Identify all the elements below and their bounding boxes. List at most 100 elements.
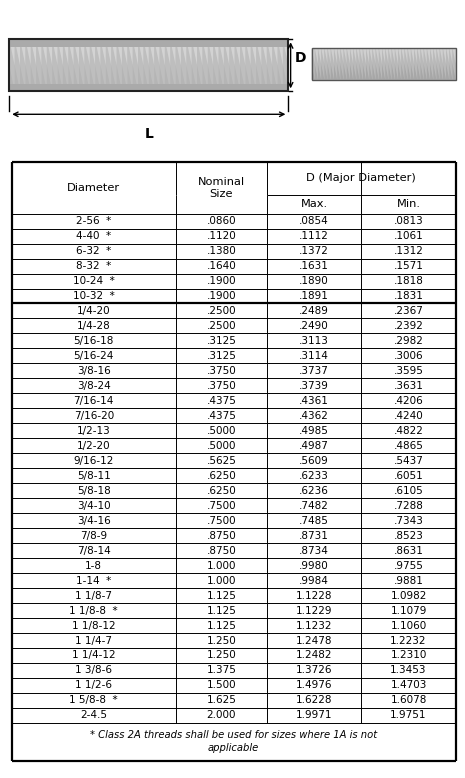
Text: .4987: .4987 xyxy=(299,441,329,450)
Text: .1631: .1631 xyxy=(299,261,329,271)
Polygon shape xyxy=(315,48,318,79)
Bar xyxy=(9,40,288,91)
Polygon shape xyxy=(356,48,359,79)
Text: 1/2-20: 1/2-20 xyxy=(77,441,111,450)
Polygon shape xyxy=(321,48,325,79)
Polygon shape xyxy=(170,40,176,91)
Text: 3/4-16: 3/4-16 xyxy=(77,516,111,526)
Polygon shape xyxy=(106,40,111,91)
Polygon shape xyxy=(127,40,133,91)
Text: .1640: .1640 xyxy=(206,261,236,271)
Text: 1.1228: 1.1228 xyxy=(296,591,332,601)
Text: 1.9751: 1.9751 xyxy=(390,710,427,720)
Text: .6236: .6236 xyxy=(299,485,329,496)
Text: .4206: .4206 xyxy=(394,396,424,406)
Polygon shape xyxy=(424,48,427,79)
Text: 1 3/8-6: 1 3/8-6 xyxy=(75,665,112,675)
Polygon shape xyxy=(63,40,68,91)
Text: .1372: .1372 xyxy=(299,246,329,256)
Text: 1.375: 1.375 xyxy=(206,665,236,675)
Polygon shape xyxy=(318,48,321,79)
Polygon shape xyxy=(26,40,31,91)
Polygon shape xyxy=(278,40,283,91)
Polygon shape xyxy=(95,40,100,91)
Polygon shape xyxy=(334,48,337,79)
Text: 1.3726: 1.3726 xyxy=(296,665,332,675)
Polygon shape xyxy=(278,40,283,91)
Polygon shape xyxy=(312,48,315,79)
Polygon shape xyxy=(272,40,278,91)
Polygon shape xyxy=(433,48,437,79)
Polygon shape xyxy=(272,40,278,91)
Polygon shape xyxy=(73,40,79,91)
Polygon shape xyxy=(240,40,246,91)
Polygon shape xyxy=(376,48,379,79)
Polygon shape xyxy=(337,48,340,79)
Text: 1-14  *: 1-14 * xyxy=(76,576,112,586)
Text: .3739: .3739 xyxy=(299,381,329,391)
Polygon shape xyxy=(63,40,68,91)
Polygon shape xyxy=(192,40,197,91)
Text: 8-32  *: 8-32 * xyxy=(76,261,112,271)
Polygon shape xyxy=(181,40,186,91)
Text: .5000: .5000 xyxy=(207,441,236,450)
Polygon shape xyxy=(446,48,449,79)
Polygon shape xyxy=(85,40,90,91)
Bar xyxy=(9,84,288,91)
Text: 5/16-18: 5/16-18 xyxy=(73,336,114,346)
Text: .5609: .5609 xyxy=(299,456,329,466)
Polygon shape xyxy=(100,40,106,91)
Text: 1.125: 1.125 xyxy=(206,591,236,601)
Text: 1.2232: 1.2232 xyxy=(390,636,427,646)
Polygon shape xyxy=(347,48,350,79)
Polygon shape xyxy=(382,48,385,79)
Text: .3114: .3114 xyxy=(299,351,329,361)
Text: .3113: .3113 xyxy=(299,336,329,346)
Polygon shape xyxy=(261,40,267,91)
Polygon shape xyxy=(452,48,456,79)
Polygon shape xyxy=(197,40,202,91)
Text: .0813: .0813 xyxy=(394,216,424,226)
Polygon shape xyxy=(318,48,321,79)
Polygon shape xyxy=(127,40,133,91)
Text: .8750: .8750 xyxy=(206,531,236,541)
Polygon shape xyxy=(79,40,85,91)
Text: .1890: .1890 xyxy=(299,276,329,286)
Polygon shape xyxy=(251,40,256,91)
Text: .1900: .1900 xyxy=(206,276,236,286)
Polygon shape xyxy=(219,40,224,91)
Polygon shape xyxy=(143,40,149,91)
Text: 1/2-13: 1/2-13 xyxy=(77,426,111,436)
Polygon shape xyxy=(133,40,138,91)
Polygon shape xyxy=(353,48,356,79)
Text: .7288: .7288 xyxy=(393,501,424,510)
Polygon shape xyxy=(229,40,235,91)
Text: .0860: .0860 xyxy=(206,216,236,226)
Polygon shape xyxy=(202,40,208,91)
Text: .2392: .2392 xyxy=(393,321,424,331)
Text: 2.000: 2.000 xyxy=(207,710,236,720)
Bar xyxy=(9,40,288,91)
Polygon shape xyxy=(449,48,452,79)
Text: .4375: .4375 xyxy=(206,411,236,421)
Polygon shape xyxy=(95,40,100,91)
Polygon shape xyxy=(347,48,350,79)
Text: 3/8-24: 3/8-24 xyxy=(77,381,111,391)
Text: .8734: .8734 xyxy=(299,545,329,555)
Text: 1.2310: 1.2310 xyxy=(390,650,427,661)
Bar xyxy=(312,48,456,79)
Text: .3631: .3631 xyxy=(393,381,424,391)
Text: .2982: .2982 xyxy=(393,336,424,346)
Polygon shape xyxy=(385,48,388,79)
Polygon shape xyxy=(340,48,344,79)
Polygon shape xyxy=(219,40,224,91)
Text: 1.500: 1.500 xyxy=(206,681,236,690)
Text: 1.125: 1.125 xyxy=(206,605,236,615)
Polygon shape xyxy=(433,48,437,79)
Text: .4822: .4822 xyxy=(393,426,424,436)
Text: 1 5/8-8  *: 1 5/8-8 * xyxy=(69,696,118,706)
Polygon shape xyxy=(414,48,417,79)
Polygon shape xyxy=(440,48,443,79)
Polygon shape xyxy=(208,40,213,91)
Text: .6250: .6250 xyxy=(206,485,236,496)
